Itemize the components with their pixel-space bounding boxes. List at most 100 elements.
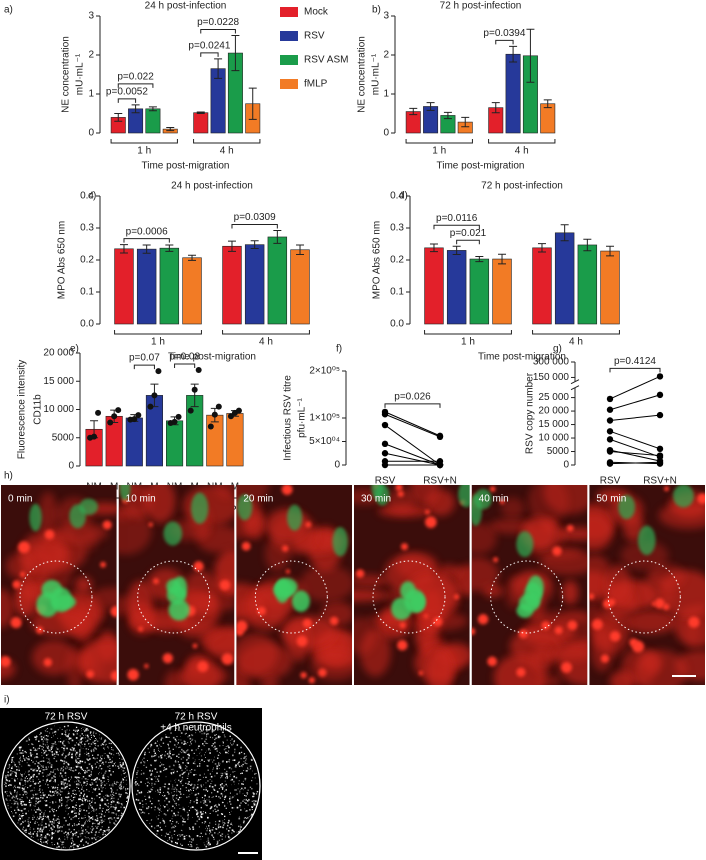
plaque-dot	[102, 783, 103, 785]
plaque-dot	[210, 832, 212, 834]
plaque-dot	[148, 795, 150, 797]
plaque-dot	[52, 771, 54, 773]
plaque-dot	[78, 780, 80, 782]
plaque-dot	[39, 813, 42, 815]
plaque-dot	[102, 775, 104, 777]
bar	[554, 232, 575, 325]
plaque-dot	[68, 785, 69, 786]
plaque-dot	[48, 835, 50, 837]
plaque-dot	[28, 739, 31, 741]
plaque-dot	[215, 810, 217, 813]
green-signal	[516, 531, 534, 558]
plaque-dot	[157, 830, 159, 832]
plaque-dot	[193, 725, 196, 727]
legend-swatch	[280, 55, 298, 65]
plaque-dot	[192, 762, 195, 765]
plaque-dot	[25, 829, 27, 832]
plaque-dot	[58, 741, 60, 743]
plaque-dot	[214, 745, 216, 748]
plaque-dot	[75, 753, 76, 755]
plaque-dot	[138, 791, 141, 794]
red-spot	[44, 529, 55, 540]
plaque-dot	[203, 773, 205, 775]
plaque-dot	[239, 790, 241, 792]
plaque-dot	[233, 780, 235, 783]
plaque-dot	[49, 760, 50, 761]
plaque-dot	[66, 765, 68, 767]
plaque-dot	[28, 770, 30, 772]
plaque-dot	[79, 735, 81, 737]
plaque-dot	[36, 833, 38, 835]
plaque-dot	[154, 768, 156, 769]
plaque-dot	[27, 781, 29, 783]
data-point	[381, 461, 389, 469]
plaque-dot	[104, 818, 106, 820]
plaque-dot	[55, 751, 58, 753]
plaque-dot	[193, 774, 195, 776]
plaque-dot	[19, 823, 22, 826]
plaque-dot	[79, 805, 81, 807]
plaque-dot	[74, 789, 77, 792]
plaque-dot	[196, 802, 198, 804]
plaque-dot	[93, 731, 95, 733]
plaque-dot	[91, 806, 93, 809]
red-signal	[53, 522, 108, 543]
plaque-dot	[8, 780, 11, 782]
plaque-dot	[215, 804, 217, 806]
plaque-dot	[42, 769, 43, 771]
plaque-dot	[209, 808, 211, 810]
plaque-dot	[153, 783, 155, 785]
plaque-dot	[78, 808, 80, 810]
error-bar	[452, 245, 461, 256]
data-point	[436, 433, 444, 440]
plaque-dot	[234, 751, 236, 753]
plaque-dot	[34, 756, 37, 758]
plaque-dot	[59, 827, 61, 829]
plaque-dot	[89, 731, 92, 733]
plaque-dot	[152, 786, 154, 788]
plaque-dot	[209, 813, 211, 814]
plaque-dot	[66, 796, 68, 799]
plaque-dot	[79, 807, 81, 810]
plaque-dot	[180, 843, 182, 845]
plaque-dot	[108, 770, 111, 772]
plaque-dot	[92, 733, 94, 735]
plaque-dot	[77, 761, 80, 764]
plaque-dot	[121, 780, 123, 782]
plaque-dot	[95, 732, 97, 735]
red-spot	[632, 640, 645, 653]
plaque-dot	[40, 735, 43, 738]
plaque-dot	[74, 730, 76, 732]
plaque-dot	[154, 759, 156, 762]
red-spot	[308, 677, 316, 684]
plaque-dot	[80, 824, 83, 826]
plaque-dot	[171, 835, 173, 837]
plaque-dot	[167, 833, 169, 835]
plaque-dot	[39, 830, 41, 833]
plaque-dot	[153, 749, 155, 751]
plaque-dot	[72, 792, 74, 795]
plaque-dot	[200, 755, 202, 757]
plaque-dot	[219, 763, 221, 765]
plaque-dot	[181, 844, 183, 847]
plaque-dot	[18, 767, 20, 769]
plaque-dot	[117, 752, 119, 754]
plaque-dot	[52, 802, 54, 804]
pair-line	[384, 411, 441, 437]
plaque-dot	[36, 809, 38, 811]
plaque-dot	[91, 829, 94, 831]
plaque-dot	[175, 740, 177, 742]
plaque-dot	[74, 806, 76, 809]
plaque-dot	[195, 809, 196, 810]
plaque-dot	[9, 773, 12, 776]
plaque-dot	[48, 834, 51, 836]
plaque-dot	[79, 751, 81, 753]
group-bracket	[114, 330, 202, 335]
plaque-dot	[43, 746, 44, 748]
plaque-dot	[23, 830, 26, 832]
plaque-dot	[219, 826, 222, 828]
red-signal	[178, 623, 222, 640]
plaque-dot	[75, 726, 78, 729]
plaque-dot	[221, 783, 223, 785]
plaque-dot	[219, 745, 221, 747]
